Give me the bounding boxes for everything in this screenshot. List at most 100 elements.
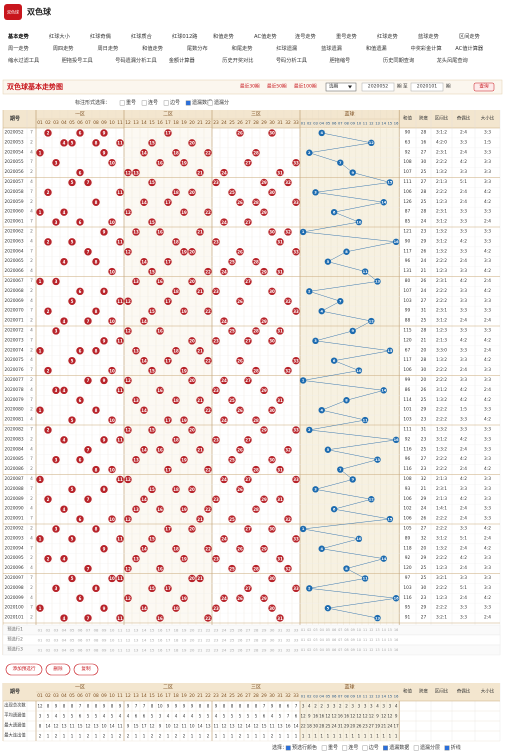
nav-link[interactable]: 和值走势 bbox=[142, 44, 163, 52]
preselect-number[interactable]: 16 bbox=[394, 648, 398, 652]
preselect-number[interactable]: 26 bbox=[238, 648, 243, 653]
footer-option[interactable]: 边号 bbox=[369, 744, 379, 751]
nav-link[interactable]: 重号走势 bbox=[336, 32, 357, 40]
preselect-number[interactable]: 30 bbox=[270, 638, 275, 643]
preselect-number[interactable]: 04 bbox=[320, 648, 324, 652]
quick-link[interactable]: 最近100期 bbox=[294, 83, 317, 90]
preselect-number[interactable]: 01 bbox=[301, 628, 305, 632]
preselect-number[interactable]: 07 bbox=[338, 628, 342, 632]
preselect-number[interactable]: 23 bbox=[214, 648, 219, 653]
nav-link[interactable]: 胆拖缩号 bbox=[329, 56, 350, 64]
preselect-number[interactable]: 10 bbox=[110, 638, 115, 643]
preselect-number[interactable]: 24 bbox=[222, 638, 227, 643]
preselect-number[interactable]: 18 bbox=[174, 648, 179, 653]
preselect-number[interactable]: 13 bbox=[134, 638, 139, 643]
nav-link[interactable]: 金额计算器 bbox=[169, 56, 196, 64]
preselect-number[interactable]: 07 bbox=[338, 638, 342, 642]
preselect-number[interactable]: 25 bbox=[230, 628, 235, 633]
preselect-number[interactable]: 24 bbox=[222, 648, 227, 653]
preselect-number[interactable]: 13 bbox=[375, 638, 379, 642]
preselect-number[interactable]: 06 bbox=[332, 638, 336, 642]
preselect-number[interactable]: 11 bbox=[118, 638, 123, 643]
preselect-number[interactable]: 16 bbox=[394, 628, 398, 632]
preselect-number[interactable]: 03 bbox=[54, 628, 59, 633]
preselect-number[interactable]: 25 bbox=[230, 648, 235, 653]
preselect-number[interactable]: 11 bbox=[118, 648, 123, 653]
preselect-number[interactable]: 09 bbox=[351, 638, 355, 642]
preselect-number[interactable]: 31 bbox=[278, 638, 283, 643]
preselect-number[interactable]: 08 bbox=[344, 648, 348, 652]
preselect-number[interactable]: 31 bbox=[278, 648, 283, 653]
preselect-number[interactable]: 07 bbox=[86, 648, 91, 653]
preselect-number[interactable]: 12 bbox=[126, 628, 131, 633]
action-button-text[interactable]: 删除 bbox=[53, 665, 63, 672]
preselect-number[interactable]: 05 bbox=[70, 648, 75, 653]
preselect-number[interactable]: 15 bbox=[388, 628, 392, 632]
preselect-number[interactable]: 24 bbox=[222, 628, 227, 633]
preselect-number[interactable]: 09 bbox=[351, 628, 355, 632]
preselect-number[interactable]: 15 bbox=[388, 638, 392, 642]
preselect-number[interactable]: 07 bbox=[86, 628, 91, 633]
preselect-number[interactable]: 13 bbox=[134, 628, 139, 633]
preselect-number[interactable]: 02 bbox=[46, 638, 51, 643]
preselect-number[interactable]: 03 bbox=[313, 638, 317, 642]
preselect-number[interactable]: 20 bbox=[190, 638, 195, 643]
preselect-number[interactable]: 08 bbox=[94, 638, 99, 643]
preselect-number[interactable]: 19 bbox=[182, 648, 187, 653]
preselect-number[interactable]: 08 bbox=[344, 628, 348, 632]
to-text[interactable]: 2020101 bbox=[417, 84, 438, 90]
preselect-number[interactable]: 02 bbox=[307, 628, 311, 632]
preselect-number[interactable]: 03 bbox=[54, 648, 59, 653]
preselect-number[interactable]: 12 bbox=[369, 628, 373, 632]
preselect-number[interactable]: 08 bbox=[94, 628, 99, 633]
preselect-number[interactable]: 05 bbox=[326, 648, 330, 652]
action-button-text[interactable]: 复制 bbox=[81, 665, 91, 672]
preselect-number[interactable]: 15 bbox=[150, 648, 155, 653]
preselect-number[interactable]: 21 bbox=[198, 628, 203, 633]
nav-link[interactable]: 基本走势 bbox=[7, 32, 30, 40]
preselect-number[interactable]: 32 bbox=[286, 628, 291, 633]
option-text[interactable]: 边号 bbox=[170, 99, 180, 106]
footer-option[interactable]: 折线 bbox=[451, 744, 461, 751]
preselect-number[interactable]: 17 bbox=[166, 628, 171, 633]
preselect-number[interactable]: 30 bbox=[270, 648, 275, 653]
preselect-number[interactable]: 12 bbox=[369, 638, 373, 642]
preselect-number[interactable]: 32 bbox=[286, 648, 291, 653]
preselect-number[interactable]: 01 bbox=[38, 648, 43, 653]
preselect-number[interactable]: 03 bbox=[313, 648, 317, 652]
preselect-number[interactable]: 30 bbox=[270, 628, 275, 633]
footer-option[interactable]: 遗漏数据 bbox=[389, 744, 409, 751]
nav-link[interactable]: AC值计算器 bbox=[455, 44, 484, 52]
preselect-number[interactable]: 14 bbox=[382, 628, 386, 632]
nav-link[interactable]: 区间走势 bbox=[459, 32, 480, 40]
preselect-number[interactable]: 16 bbox=[394, 638, 398, 642]
preselect-number[interactable]: 26 bbox=[238, 628, 243, 633]
preselect-number[interactable]: 22 bbox=[206, 638, 211, 643]
preselect-number[interactable]: 21 bbox=[198, 638, 203, 643]
preselect-number[interactable]: 33 bbox=[294, 638, 299, 643]
preselect-number[interactable]: 29 bbox=[262, 628, 267, 633]
nav-link[interactable]: 历史开奖对比 bbox=[222, 56, 253, 64]
preselect-number[interactable]: 06 bbox=[332, 648, 336, 652]
nav-link[interactable]: 蓝球遗漏 bbox=[321, 44, 342, 52]
nav-link[interactable]: 红球走势 bbox=[377, 32, 398, 40]
preselect-number[interactable]: 02 bbox=[46, 648, 51, 653]
quick-link[interactable]: 最近50期 bbox=[267, 83, 287, 90]
option-text[interactable]: 遗漏分 bbox=[214, 99, 229, 106]
option-text[interactable]: 遗漏数据 bbox=[192, 99, 212, 106]
preselect-number[interactable]: 06 bbox=[332, 628, 336, 632]
preselect-number[interactable]: 23 bbox=[214, 638, 219, 643]
preselect-number[interactable]: 22 bbox=[206, 648, 211, 653]
preselect-number[interactable]: 04 bbox=[62, 628, 67, 633]
preselect-number[interactable]: 27 bbox=[246, 648, 251, 653]
preselect-number[interactable]: 01 bbox=[38, 628, 43, 633]
preselect-number[interactable]: 13 bbox=[375, 648, 379, 652]
preselect-number[interactable]: 04 bbox=[320, 638, 324, 642]
preselect-number[interactable]: 05 bbox=[326, 638, 330, 642]
nav-link[interactable]: AC值走势 bbox=[254, 32, 277, 40]
preselect-number[interactable]: 28 bbox=[254, 628, 259, 633]
preselect-number[interactable]: 21 bbox=[198, 648, 203, 653]
preselect-number[interactable]: 04 bbox=[62, 648, 67, 653]
preselect-number[interactable]: 20 bbox=[190, 628, 195, 633]
preselect-number[interactable]: 33 bbox=[294, 648, 299, 653]
